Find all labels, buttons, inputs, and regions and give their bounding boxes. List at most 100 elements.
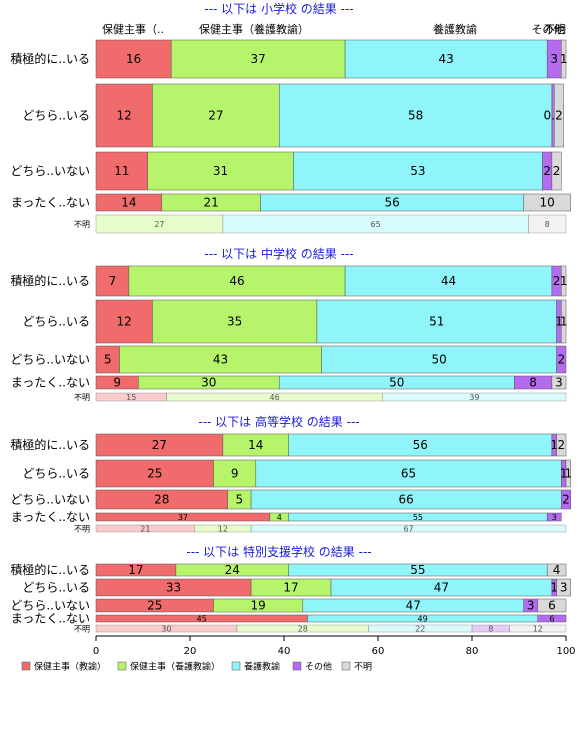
panel-title: --- 以下は 小学校 の結果 ---: [204, 1, 353, 16]
bar-segment: [344, 265, 553, 297]
data-label: 4: [277, 513, 282, 522]
data-label: 46: [270, 393, 280, 402]
data-label: 27: [154, 220, 164, 229]
legend-label: その他: [305, 661, 332, 673]
data-label: 1: [560, 274, 568, 288]
bar-segment: [509, 624, 567, 633]
legend-label: 養護教諭: [244, 661, 280, 673]
data-label: 2: [562, 493, 570, 507]
data-label: 14: [248, 438, 263, 452]
row-label: どちら..いない: [10, 599, 90, 613]
data-label: 6: [549, 615, 554, 624]
data-label: 46: [229, 274, 244, 288]
data-label: 3: [550, 52, 558, 66]
data-label: 43: [439, 52, 454, 66]
data-label: 1: [550, 581, 558, 595]
bar-segment: [561, 489, 571, 510]
data-label: 2: [557, 353, 565, 367]
legend-swatch: [21, 661, 31, 671]
data-label: 30: [161, 625, 171, 634]
data-label: 43: [213, 353, 228, 367]
data-label: 17: [128, 563, 143, 577]
panel-title: --- 以下は 高等学校 の結果 ---: [198, 414, 359, 429]
bar-segment: [537, 598, 567, 613]
data-label: 12: [117, 315, 132, 329]
data-label: 21: [140, 525, 150, 534]
bar-segment: [250, 524, 567, 533]
data-label: 15: [126, 393, 136, 402]
row-label: 不明: [74, 625, 90, 634]
data-label: 28: [298, 625, 308, 634]
panel-title: --- 以下は 中学校 の結果 ---: [204, 246, 353, 261]
bar-segment: [523, 193, 571, 212]
row-label: 不明: [74, 220, 90, 229]
data-label: 6: [548, 599, 556, 613]
data-label: 37: [251, 52, 266, 66]
bar-segment: [546, 563, 567, 577]
data-label: 49: [418, 615, 428, 624]
data-label: 51: [429, 315, 444, 329]
data-label: 19: [251, 599, 266, 613]
data-label: 24: [225, 563, 240, 577]
data-label: 27: [152, 438, 167, 452]
bar-segment: [147, 151, 294, 191]
bar-segment: [537, 614, 567, 623]
data-label: 4: [553, 563, 561, 577]
legend-label: 保健主事（養護教諭）: [130, 661, 220, 673]
data-label: 2: [553, 274, 561, 288]
data-label: 1: [560, 52, 568, 66]
bar-segment: [565, 459, 571, 488]
data-label: 47: [406, 599, 421, 613]
data-label: 8: [529, 376, 537, 390]
data-label: 65: [371, 220, 381, 229]
data-label: 66: [399, 493, 414, 507]
data-label: 12: [117, 109, 132, 123]
data-label: 65: [401, 467, 416, 481]
data-label: 12: [533, 625, 543, 634]
data-label: 5: [236, 493, 244, 507]
legend-label: 不明: [354, 662, 372, 673]
x-tick-label: 80: [466, 646, 479, 657]
panel-title: --- 以下は 特別支援学校 の結果 ---: [186, 544, 371, 559]
data-label: 2: [543, 164, 551, 178]
data-label: 11: [114, 164, 129, 178]
data-label: 44: [441, 274, 456, 288]
data-label: 1: [565, 467, 573, 481]
bar-segment: [152, 83, 280, 148]
bar-segment: [556, 433, 567, 457]
data-label: 2: [555, 109, 563, 123]
data-label: 9: [231, 467, 239, 481]
data-label: 35: [227, 315, 242, 329]
column-header: 養護教諭: [433, 22, 477, 36]
data-label: 56: [384, 196, 399, 210]
bar-segment: [546, 512, 562, 522]
data-label: 33: [166, 581, 181, 595]
data-label: 55: [413, 513, 423, 522]
column-header: 保健主事（..: [102, 22, 164, 36]
bar-segment: [551, 151, 562, 191]
data-label: 50: [431, 353, 446, 367]
data-label: 58: [408, 109, 423, 123]
bar-segment: [528, 214, 567, 234]
bar-segment: [170, 39, 346, 79]
data-label: 3: [560, 581, 568, 595]
data-label: 3: [555, 376, 563, 390]
data-label: 5: [104, 353, 112, 367]
legend-swatch: [341, 661, 351, 671]
data-label: 47: [434, 581, 449, 595]
data-label: 1: [560, 315, 568, 329]
data-label: 55: [410, 563, 425, 577]
bar-segment: [279, 83, 553, 148]
row-label: どちら..いない: [10, 353, 90, 367]
data-label: 16: [126, 52, 141, 66]
data-label: 27: [208, 109, 223, 123]
x-tick-label: 0: [93, 646, 99, 657]
bar-segment: [95, 459, 214, 488]
bar-segment: [119, 345, 322, 374]
row-label: まったく..ない: [11, 376, 90, 390]
x-tick-label: 40: [278, 646, 291, 657]
row-label: どちら..いる: [22, 109, 90, 123]
row-label: まったく..ない: [11, 196, 90, 210]
row-label: 積極的に..いる: [10, 51, 90, 66]
